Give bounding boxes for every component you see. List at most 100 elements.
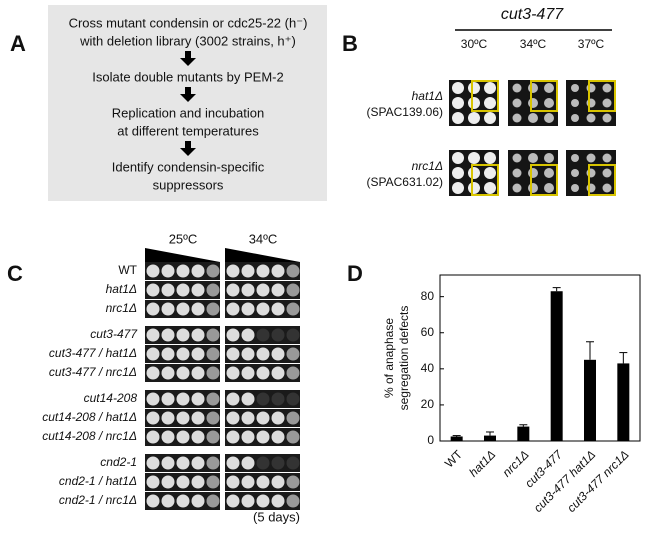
colony-spot: [484, 167, 496, 179]
plot-frame: [439, 274, 641, 442]
error-bar: [619, 352, 628, 364]
colony-spot: [468, 112, 480, 124]
colony-spot: [176, 392, 190, 406]
flow-step: Cross mutant condensin or cdc25-22 (h⁻): [69, 15, 308, 30]
colony-spot: [544, 183, 554, 193]
colony-spot: [226, 264, 240, 278]
colony-spot: [452, 167, 464, 179]
flow-step: Replication and incubation: [112, 105, 265, 120]
colony-spot: [571, 99, 579, 107]
panel-b-title: cut3-477: [501, 6, 564, 23]
flow-arrow: [180, 87, 196, 102]
colony-spot: [226, 392, 240, 406]
flow-step: at different temperatures: [117, 123, 259, 138]
colony-spot: [241, 283, 255, 297]
colony-spot: [146, 411, 160, 425]
x-tick-label: WT: [442, 447, 466, 471]
colony-spot: [176, 302, 190, 316]
colony-spot: [544, 153, 554, 163]
colony-spot: [286, 264, 300, 278]
colony-spot: [286, 430, 300, 444]
y-axis-label: % of anaphase: [382, 318, 396, 398]
colony-spot: [468, 152, 480, 164]
highlight-box: [530, 80, 558, 112]
panel-label: A: [10, 31, 26, 56]
colony-spot: [256, 366, 270, 380]
colony-spot: [191, 494, 205, 508]
colony-spot: [452, 182, 464, 194]
colony-spot: [586, 98, 596, 108]
colony-spot: [176, 264, 190, 278]
colony-spot: [146, 392, 160, 406]
strain-name: nrc1Δ: [412, 159, 443, 173]
colony-spot: [544, 83, 554, 93]
colony-spot: [226, 302, 240, 316]
colony-spot: [226, 328, 240, 342]
colony-spot: [191, 302, 205, 316]
colony-spot: [191, 456, 205, 470]
colony-spot: [528, 83, 538, 93]
colony-spot: [206, 347, 220, 361]
colony-spot: [256, 347, 270, 361]
colony-spot: [544, 113, 554, 123]
colony-spot: [206, 264, 220, 278]
colony-spot: [286, 347, 300, 361]
colony-spot: [206, 283, 220, 297]
colony-spot: [286, 366, 300, 380]
colony-spot: [602, 113, 612, 123]
colony-spot: [528, 113, 538, 123]
bar: [517, 426, 530, 441]
colony-spot: [571, 84, 579, 92]
colony-spot: [271, 430, 285, 444]
temperature: 30ºC: [461, 37, 488, 51]
temperature: 37ºC: [578, 37, 605, 51]
colony-spot: [468, 167, 480, 179]
colony-spot: [226, 347, 240, 361]
strain-label: cut3-477 / nrc1Δ: [49, 365, 137, 379]
colony-spot: [241, 411, 255, 425]
strain-label: cut14-208: [84, 391, 138, 405]
colony-spot: [256, 456, 270, 470]
colony-spot: [161, 392, 175, 406]
temperature: 34ºC: [520, 37, 547, 51]
colony-spot: [226, 456, 240, 470]
error-bar: [552, 287, 561, 292]
colony-spot: [271, 392, 285, 406]
flow-step: with deletion library (3002 strains, h⁺): [79, 33, 296, 48]
colony-spot: [161, 411, 175, 425]
colony-spot: [271, 494, 285, 508]
temperature: 34ºC: [249, 231, 278, 246]
colony-spot: [176, 411, 190, 425]
colony-spot: [468, 182, 480, 194]
colony-spot: [206, 302, 220, 316]
strain-id: (SPAC139.06): [367, 105, 443, 119]
colony-spot: [241, 328, 255, 342]
colony-spot: [161, 302, 175, 316]
colony-spot: [241, 392, 255, 406]
colony-spot: [161, 328, 175, 342]
colony-spot: [241, 347, 255, 361]
y-axis-label: segregation defects: [397, 306, 411, 411]
colony-spot: [586, 168, 596, 178]
colony-spot: [176, 430, 190, 444]
colony-spot: [571, 169, 579, 177]
colony-spot: [286, 456, 300, 470]
colony-spot: [206, 366, 220, 380]
colony-spot: [241, 264, 255, 278]
y-tick-label: 0: [427, 433, 434, 447]
bar: [584, 359, 596, 441]
colony-spot: [241, 456, 255, 470]
dilution-wedge: [225, 248, 300, 262]
colony-spot: [286, 392, 300, 406]
colony-spot: [206, 475, 220, 489]
colony-spot: [241, 475, 255, 489]
colony-spot: [586, 113, 596, 123]
colony-spot: [176, 347, 190, 361]
colony-spot: [484, 112, 496, 124]
colony-spot: [512, 168, 522, 178]
colony-spot: [544, 98, 554, 108]
error-bar: [452, 435, 461, 437]
colony-spot: [256, 302, 270, 316]
colony-spot: [452, 82, 464, 94]
bar: [450, 436, 463, 441]
